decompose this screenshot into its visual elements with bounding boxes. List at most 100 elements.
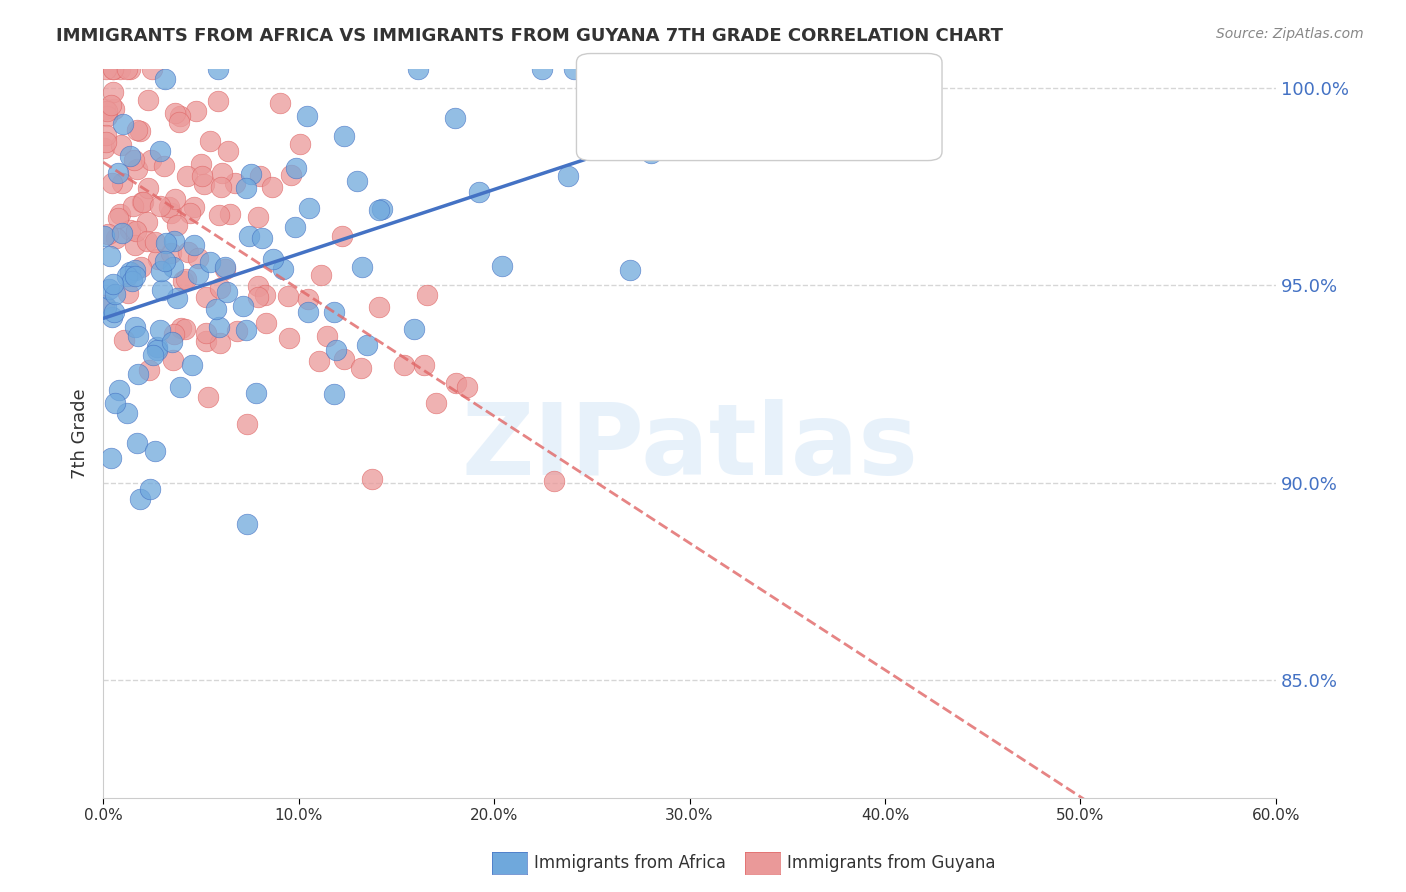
Point bbox=[235, 323, 257, 337]
Point bbox=[146, 340, 169, 354]
Point bbox=[146, 252, 169, 266]
Point bbox=[93, 102, 115, 116]
Point bbox=[191, 169, 214, 183]
Point bbox=[179, 206, 201, 220]
Point bbox=[170, 321, 193, 335]
Point bbox=[110, 62, 132, 76]
Point bbox=[273, 262, 295, 277]
Point bbox=[315, 328, 337, 343]
Point bbox=[308, 354, 330, 368]
Point bbox=[117, 286, 139, 301]
Point bbox=[530, 62, 553, 76]
Point bbox=[176, 245, 198, 260]
Point bbox=[194, 326, 217, 340]
Point bbox=[207, 62, 229, 76]
Point bbox=[543, 474, 565, 488]
Point bbox=[247, 211, 270, 225]
Point bbox=[208, 319, 231, 334]
Point bbox=[215, 285, 238, 299]
Point bbox=[640, 146, 662, 161]
Text: R = -0.419   N = 115: R = -0.419 N = 115 bbox=[644, 120, 844, 138]
Point bbox=[122, 198, 145, 212]
Point bbox=[124, 263, 146, 277]
Point bbox=[94, 135, 117, 149]
Point bbox=[330, 228, 353, 243]
Point bbox=[122, 153, 145, 167]
Point bbox=[124, 320, 146, 334]
Point bbox=[169, 380, 191, 394]
Point bbox=[96, 300, 118, 314]
Point bbox=[425, 396, 447, 410]
Point bbox=[110, 137, 132, 152]
Point bbox=[93, 298, 115, 312]
Point bbox=[180, 358, 202, 372]
Point bbox=[118, 62, 141, 76]
Point bbox=[297, 292, 319, 306]
Point bbox=[131, 194, 153, 209]
Point bbox=[129, 260, 152, 274]
Point bbox=[139, 483, 162, 497]
Point bbox=[208, 281, 231, 295]
Point bbox=[100, 97, 122, 112]
Point bbox=[406, 62, 429, 76]
Text: ZIPatlas: ZIPatlas bbox=[461, 400, 918, 496]
Point bbox=[224, 176, 246, 190]
Point bbox=[104, 287, 127, 301]
Point bbox=[160, 206, 183, 220]
Point bbox=[214, 261, 236, 276]
Point bbox=[111, 176, 134, 190]
Point bbox=[214, 260, 236, 274]
Point bbox=[309, 268, 332, 282]
Point bbox=[195, 289, 218, 303]
Point bbox=[127, 329, 149, 343]
Point bbox=[93, 141, 115, 155]
Point bbox=[209, 180, 232, 194]
Point bbox=[127, 123, 149, 137]
Point bbox=[250, 231, 273, 245]
Point bbox=[280, 168, 302, 182]
Point bbox=[197, 390, 219, 404]
Point bbox=[101, 62, 124, 76]
Point bbox=[108, 383, 131, 397]
Point bbox=[111, 226, 134, 240]
Point bbox=[149, 199, 172, 213]
Point bbox=[183, 238, 205, 252]
Point bbox=[350, 260, 373, 274]
Point bbox=[218, 207, 240, 221]
Point bbox=[96, 128, 118, 143]
Point bbox=[367, 300, 389, 314]
Point bbox=[103, 305, 125, 319]
Point bbox=[142, 348, 165, 362]
Point bbox=[136, 93, 159, 107]
Point bbox=[638, 120, 661, 135]
Point bbox=[416, 288, 439, 302]
Text: Immigrants from Guyana: Immigrants from Guyana bbox=[787, 854, 995, 871]
Text: Source: ZipAtlas.com: Source: ZipAtlas.com bbox=[1216, 27, 1364, 41]
Point bbox=[162, 260, 184, 274]
Point bbox=[290, 137, 312, 152]
Point bbox=[127, 367, 149, 381]
Point bbox=[166, 291, 188, 305]
Point bbox=[249, 169, 271, 183]
Point bbox=[115, 62, 138, 76]
Point bbox=[139, 153, 162, 167]
Point bbox=[254, 288, 277, 302]
Point bbox=[101, 310, 124, 324]
Point bbox=[392, 358, 415, 372]
Point bbox=[235, 181, 257, 195]
Point bbox=[333, 352, 356, 367]
Point bbox=[194, 334, 217, 348]
Point bbox=[254, 316, 277, 330]
Point bbox=[107, 211, 129, 226]
Point bbox=[120, 223, 142, 237]
Point bbox=[96, 109, 118, 123]
Point bbox=[371, 202, 394, 217]
Point bbox=[101, 176, 124, 190]
Point bbox=[100, 451, 122, 466]
Point bbox=[141, 62, 163, 76]
Point bbox=[174, 322, 197, 336]
Point bbox=[332, 129, 354, 144]
Point bbox=[297, 304, 319, 318]
Point bbox=[444, 376, 467, 391]
Point bbox=[236, 517, 259, 532]
